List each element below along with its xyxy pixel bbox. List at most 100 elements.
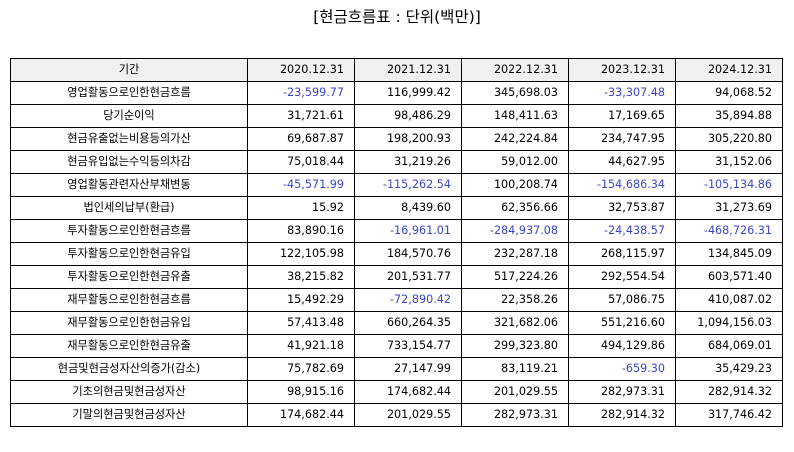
value-cell: -468,726.31: [675, 219, 783, 243]
value-cell: 242,224.84: [461, 127, 569, 151]
value-cell: 517,224.26: [461, 265, 569, 289]
table-header: 기간 2020.12.31 2021.12.31 2022.12.31 2023.12.…: [10, 58, 783, 82]
value-cell: 35,429.23: [675, 357, 783, 381]
value-cell: 41,921.18: [247, 334, 355, 358]
value-cell: -23,599.77: [247, 81, 355, 105]
value-cell: 44,627.95: [568, 150, 676, 174]
value-cell: 98,486.29: [354, 104, 462, 128]
value-cell: 122,105.98: [247, 242, 355, 266]
value-cell: 660,264.35: [354, 311, 462, 335]
value-cell: 345,698.03: [461, 81, 569, 105]
table-row: 법인세의납부(환급) 15.92 8,439.60 62,356.66 32,753.8…: [10, 196, 783, 220]
value-cell: 134,845.09: [675, 242, 783, 266]
value-cell: -72,890.42: [354, 288, 462, 312]
value-cell: 59,012.00: [461, 150, 569, 174]
value-cell: 201,029.55: [354, 403, 462, 427]
value-cell: -115,262.54: [354, 173, 462, 197]
header-year: 2022.12.31: [461, 58, 569, 82]
header-row: 기간 2020.12.31 2021.12.31 2022.12.31 2023.12.…: [10, 58, 783, 82]
value-cell: 31,219.26: [354, 150, 462, 174]
value-cell: -105,134.86: [675, 173, 783, 197]
table-body: 영업활동으로인한현금흐름 -23,599.77 116,999.42 345,698.…: [10, 81, 783, 427]
value-cell: 57,086.75: [568, 288, 676, 312]
table-row: 투자활동으로인한현금유입 122,105.98 184,570.76 232,287.…: [10, 242, 783, 266]
value-cell: 1,094,156.03: [675, 311, 783, 335]
value-cell: -659.30: [568, 357, 676, 381]
value-cell: 83,890.16: [247, 219, 355, 243]
value-cell: 148,411.63: [461, 104, 569, 128]
value-cell: 317,746.42: [675, 403, 783, 427]
table-row: 투자활동으로인한현금유출 38,215.82 201,531.77 517,224.2…: [10, 265, 783, 289]
value-cell: 31,152.06: [675, 150, 783, 174]
table-row: 현금유출없는비용등의가산 69,687.87 198,200.93 242,224.8…: [10, 127, 783, 151]
value-cell: 22,358.26: [461, 288, 569, 312]
value-cell: 299,323.80: [461, 334, 569, 358]
value-cell: 83,119.21: [461, 357, 569, 381]
table-row: 현금및현금성자산의증가(감소) 75,782.69 27,147.99 83,119.…: [10, 357, 783, 381]
row-label: 현금및현금성자산의증가(감소): [10, 357, 248, 381]
header-period: 기간: [10, 58, 248, 82]
table-row: 영업활동관련자산부채변동 -45,571.99 -115,262.54 100,208…: [10, 173, 783, 197]
row-label: 투자활동으로인한현금흐름: [10, 219, 248, 243]
value-cell: 174,682.44: [354, 380, 462, 404]
table-row: 투자활동으로인한현금흐름 83,890.16 -16,961.01 -284,937.…: [10, 219, 783, 243]
value-cell: 733,154.77: [354, 334, 462, 358]
value-cell: -284,937.08: [461, 219, 569, 243]
value-cell: 551,216.60: [568, 311, 676, 335]
value-cell: 305,220.80: [675, 127, 783, 151]
value-cell: 201,029.55: [461, 380, 569, 404]
value-cell: 31,273.69: [675, 196, 783, 220]
row-label: 당기순이익: [10, 104, 248, 128]
value-cell: 268,115.97: [568, 242, 676, 266]
value-cell: 94,068.52: [675, 81, 783, 105]
value-cell: 282,973.31: [568, 380, 676, 404]
value-cell: 75,018.44: [247, 150, 355, 174]
value-cell: 494,129.86: [568, 334, 676, 358]
table-row: 기말의현금및현금성자산 174,682.44 201,029.55 282,973.3…: [10, 403, 783, 427]
value-cell: 31,721.61: [247, 104, 355, 128]
value-cell: 57,413.48: [247, 311, 355, 335]
value-cell: 35,894.88: [675, 104, 783, 128]
table-row: 기초의현금및현금성자산 98,915.16 174,682.44 201,029.55…: [10, 380, 783, 404]
value-cell: 684,069.01: [675, 334, 783, 358]
cash-flow-table: 기간 2020.12.31 2021.12.31 2022.12.31 2023.12.…: [10, 58, 783, 427]
row-label: 현금유출없는비용등의가산: [10, 127, 248, 151]
value-cell: 603,571.40: [675, 265, 783, 289]
row-label: 법인세의납부(환급): [10, 196, 248, 220]
value-cell: -33,307.48: [568, 81, 676, 105]
header-year: 2024.12.31: [675, 58, 783, 82]
value-cell: 8,439.60: [354, 196, 462, 220]
table-row: 현금유입없는수익등의차감 75,018.44 31,219.26 59,012.00 4…: [10, 150, 783, 174]
value-cell: 201,531.77: [354, 265, 462, 289]
table-row: 영업활동으로인한현금흐름 -23,599.77 116,999.42 345,698.…: [10, 81, 783, 105]
value-cell: 17,169.65: [568, 104, 676, 128]
page-title: [현금흐름표 : 단위(백만)]: [313, 8, 481, 26]
row-label: 투자활동으로인한현금유입: [10, 242, 248, 266]
value-cell: 184,570.76: [354, 242, 462, 266]
value-cell: 282,914.32: [675, 380, 783, 404]
table-row: 재무활동으로인한현금흐름 15,492.29 -72,890.42 22,358.26…: [10, 288, 783, 312]
row-label: 영업활동으로인한현금흐름: [10, 81, 248, 105]
row-label: 투자활동으로인한현금유출: [10, 265, 248, 289]
value-cell: 116,999.42: [354, 81, 462, 105]
value-cell: 69,687.87: [247, 127, 355, 151]
value-cell: 321,682.06: [461, 311, 569, 335]
value-cell: -154,686.34: [568, 173, 676, 197]
value-cell: 282,914.32: [568, 403, 676, 427]
value-cell: -16,961.01: [354, 219, 462, 243]
row-label: 영업활동관련자산부채변동: [10, 173, 248, 197]
table-row: 재무활동으로인한현금유출 41,921.18 733,154.77 299,323.8…: [10, 334, 783, 358]
value-cell: 292,554.54: [568, 265, 676, 289]
value-cell: 32,753.87: [568, 196, 676, 220]
row-label: 재무활동으로인한현금흐름: [10, 288, 248, 312]
value-cell: 15.92: [247, 196, 355, 220]
value-cell: 174,682.44: [247, 403, 355, 427]
row-label: 기말의현금및현금성자산: [10, 403, 248, 427]
row-label: 기초의현금및현금성자산: [10, 380, 248, 404]
value-cell: 234,747.95: [568, 127, 676, 151]
value-cell: 27,147.99: [354, 357, 462, 381]
value-cell: 100,208.74: [461, 173, 569, 197]
value-cell: 282,973.31: [461, 403, 569, 427]
value-cell: 232,287.18: [461, 242, 569, 266]
value-cell: -24,438.57: [568, 219, 676, 243]
